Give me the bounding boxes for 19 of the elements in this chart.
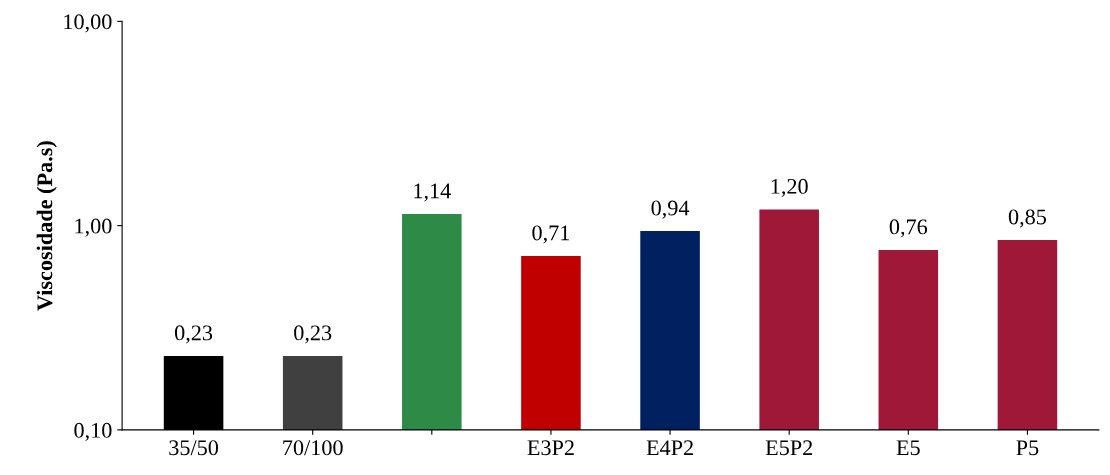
x-tick-label: 35/50 bbox=[169, 440, 219, 456]
data-label: 0,85 bbox=[1008, 209, 1046, 228]
data-label: 1,20 bbox=[771, 178, 808, 198]
x-tick-label: E5P2 bbox=[765, 440, 813, 456]
x-tick-label: E5 bbox=[896, 440, 920, 456]
data-label: 0,23 bbox=[174, 325, 213, 344]
x-tick-label: P5 bbox=[1016, 440, 1039, 456]
y-tick-label: 1,00 bbox=[75, 218, 112, 237]
data-label: 0,23 bbox=[294, 325, 332, 344]
data-label: 0,94 bbox=[651, 200, 690, 219]
x-tick-label: E3P2 bbox=[527, 440, 574, 456]
y-axis-title: Viscosidade (Pa.s) bbox=[36, 141, 57, 311]
data-label: 1,14 bbox=[414, 183, 451, 202]
x-tick-label: E4P2 bbox=[646, 440, 693, 456]
data-label: 0,76 bbox=[889, 219, 928, 238]
x-tick-label: 70/100 bbox=[283, 440, 343, 456]
y-tick-label: 10,00 bbox=[64, 14, 112, 33]
data-label: 0,71 bbox=[532, 225, 570, 244]
y-tick-label: 0,10 bbox=[74, 422, 112, 441]
